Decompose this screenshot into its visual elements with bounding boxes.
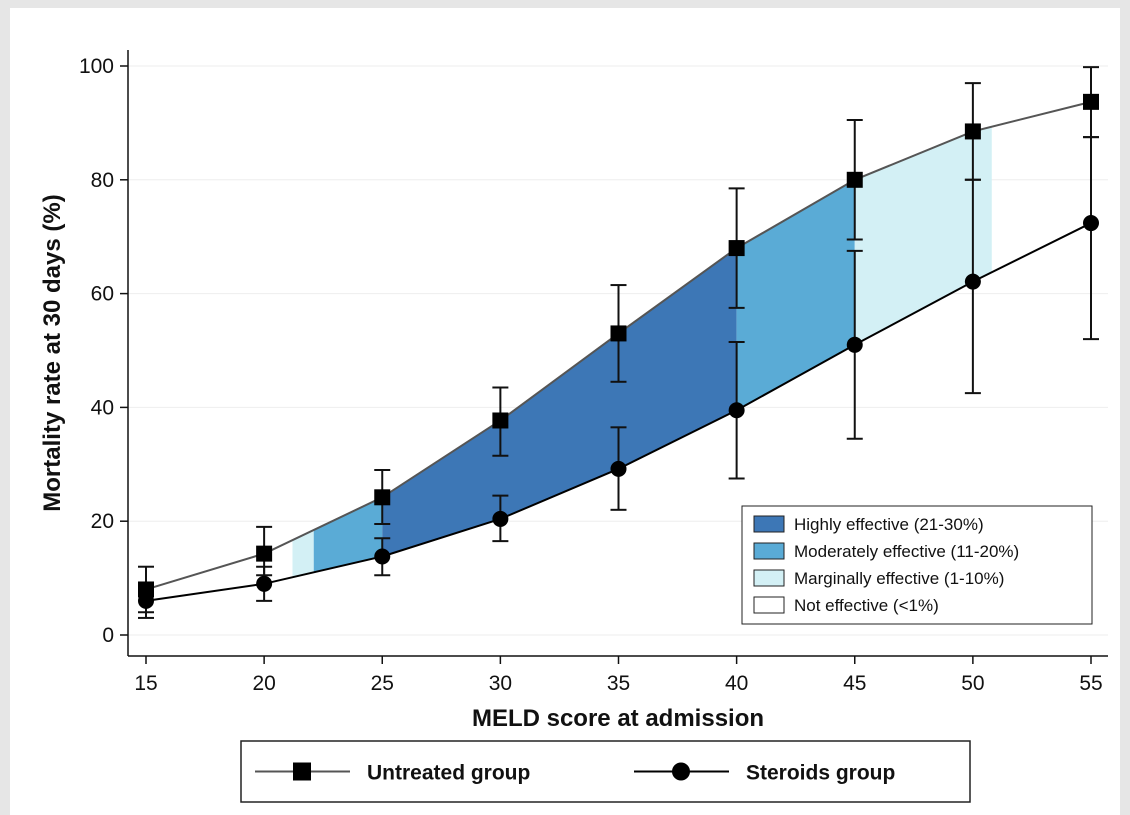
effect-legend-box bbox=[741, 505, 1093, 625]
data-point-circle bbox=[964, 273, 981, 290]
x-tick-label: 55 bbox=[1079, 672, 1102, 695]
data-point-circle bbox=[256, 575, 273, 592]
effect-band bbox=[313, 497, 383, 573]
legend-swatch bbox=[753, 596, 785, 614]
x-tick-label: 40 bbox=[725, 672, 748, 695]
data-point-square bbox=[1083, 93, 1099, 110]
y-tick-label: 60 bbox=[91, 283, 114, 306]
legend-series-label: Untreated group bbox=[367, 762, 530, 785]
y-axis-title: Mortality rate at 30 days (%) bbox=[39, 194, 66, 511]
legend-label: Moderately effective (11-20%) bbox=[794, 542, 1019, 561]
series-legend-box bbox=[240, 740, 971, 803]
data-point-square bbox=[846, 171, 863, 188]
effect-band bbox=[854, 126, 992, 345]
effect-band bbox=[736, 179, 855, 411]
legend-label: Not effective (<1%) bbox=[794, 596, 939, 615]
data-point-circle bbox=[374, 548, 391, 565]
data-point-square bbox=[728, 240, 745, 257]
data-point-circle bbox=[492, 510, 509, 527]
y-tick-label: 0 bbox=[102, 624, 114, 647]
y-tick-label: 40 bbox=[91, 396, 114, 419]
series-legend: Untreated group Steroids group bbox=[240, 740, 971, 803]
data-point-circle bbox=[610, 460, 627, 477]
data-point-circle bbox=[138, 592, 154, 609]
axes: 0 20 40 60 80 100 15 20 25 30 35 40 45 50 55 MELD score… bbox=[39, 50, 1108, 732]
legend-marker-circle bbox=[672, 762, 690, 781]
x-axis-title: MELD score at admission bbox=[472, 705, 764, 732]
legend-swatch bbox=[753, 569, 785, 587]
effect-band bbox=[382, 248, 737, 557]
legend-swatch bbox=[753, 515, 785, 533]
data-point-square bbox=[374, 489, 391, 506]
y-tick-label: 20 bbox=[91, 510, 114, 533]
data-point-square bbox=[256, 545, 273, 562]
x-tick-label: 35 bbox=[607, 672, 630, 695]
data-point-square bbox=[964, 123, 981, 140]
data-point-circle bbox=[1083, 215, 1099, 232]
x-tick-label: 25 bbox=[371, 672, 394, 695]
legend-label: Highly effective (21-30%) bbox=[794, 515, 984, 534]
x-tick-label: 15 bbox=[134, 672, 157, 695]
effect-bands bbox=[292, 126, 992, 578]
data-point-square bbox=[492, 412, 509, 429]
effect-legend: Highly effective (21-30%) Moderately effe… bbox=[741, 505, 1093, 625]
x-tick-label: 50 bbox=[961, 672, 984, 695]
y-tick-label: 100 bbox=[79, 55, 114, 78]
legend-label: Marginally effective (1-10%) bbox=[794, 569, 1004, 588]
effect-band bbox=[292, 529, 314, 578]
legend-series-label: Steroids group bbox=[746, 762, 895, 785]
data-point-square bbox=[610, 325, 627, 342]
figure: 0 20 40 60 80 100 15 20 25 30 35 40 45 50 55 MELD score… bbox=[10, 8, 1120, 815]
data-point-circle bbox=[846, 336, 863, 353]
data-point-circle bbox=[728, 402, 745, 419]
x-tick-label: 30 bbox=[489, 672, 512, 695]
mortality-chart: 0 20 40 60 80 100 15 20 25 30 35 40 45 50 55 MELD score… bbox=[39, 50, 1108, 803]
legend-marker-square bbox=[293, 762, 311, 781]
data-markers bbox=[138, 93, 1099, 609]
x-tick-label: 45 bbox=[843, 672, 866, 695]
x-tick-label: 20 bbox=[252, 672, 275, 695]
legend-swatch bbox=[753, 542, 785, 560]
y-tick-label: 80 bbox=[91, 169, 114, 192]
data-point-square bbox=[138, 581, 154, 598]
